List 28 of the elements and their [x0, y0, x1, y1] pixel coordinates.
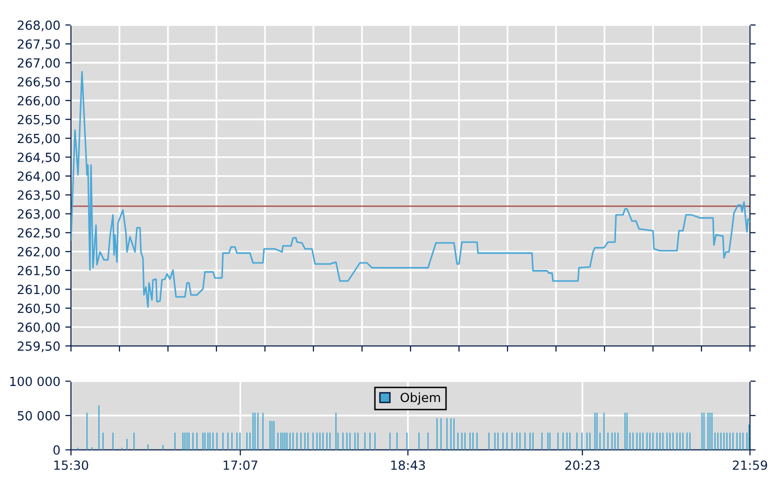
- legend-label: Objem: [400, 392, 440, 405]
- y-tick-label: 263,50: [18, 190, 60, 202]
- y-tick-label: 261,50: [18, 266, 60, 277]
- y-tick-label: 265,00: [18, 134, 60, 144]
- y-tick-label: 259,50: [18, 341, 60, 352]
- x-tick-label: 18:43: [391, 460, 425, 470]
- y-tick-label: 268,00: [18, 20, 60, 32]
- y-tick-label: 267,50: [18, 39, 60, 50]
- y-tick-label: 260,00: [18, 322, 60, 334]
- y-tick-label: 266,50: [18, 77, 60, 88]
- y-tick-label: 0: [53, 445, 60, 455]
- y-tick-label: 261,00: [18, 284, 60, 296]
- y-tick-label: 266,00: [18, 96, 60, 107]
- x-tick-label: 15:30: [54, 460, 88, 470]
- y-tick-label: 262,50: [18, 228, 60, 239]
- y-tick-label: 100 000: [10, 376, 60, 386]
- y-tick-label: 265,50: [18, 114, 60, 126]
- y-tick-label: 263,00: [18, 209, 60, 220]
- line-series: [70, 71, 750, 308]
- y-tick-label: 264,00: [18, 171, 60, 182]
- y-tick-label: 264,50: [18, 152, 60, 164]
- y-tick-label: 267,00: [18, 58, 60, 69]
- x-tick-label: 17:07: [224, 460, 258, 470]
- y-tick-label: 262,00: [18, 247, 60, 258]
- y-tick-label: 260,50: [18, 304, 60, 314]
- y-tick-label: 50 000: [18, 410, 60, 420]
- x-tick-label: 21:59: [732, 460, 768, 470]
- x-tick-label: 20:23: [565, 460, 600, 470]
